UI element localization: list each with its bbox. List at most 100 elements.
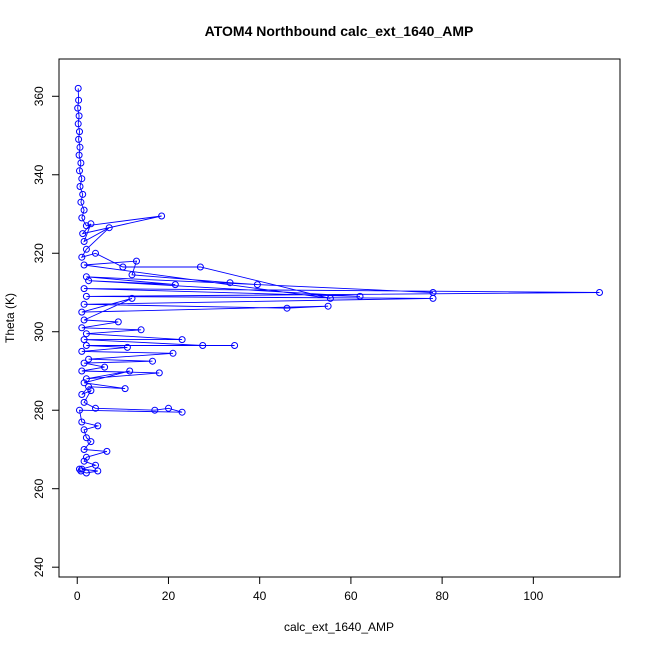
data-point-7	[76, 143, 84, 151]
data-point-77	[165, 404, 172, 412]
data-point-76	[151, 406, 159, 414]
data-point-65	[78, 367, 86, 375]
chart-title: ATOM4 Northbound calc_ext_1640_AMP	[205, 23, 474, 39]
data-point-55	[199, 342, 207, 349]
data-point-61	[85, 355, 93, 363]
data-point-66	[155, 369, 163, 377]
data-point-22	[105, 224, 113, 232]
data-point-21	[80, 238, 88, 245]
series	[74, 84, 603, 477]
data-point-23	[82, 245, 90, 253]
data-point-50	[78, 324, 86, 332]
data-point-79	[76, 406, 83, 414]
data-point-63	[80, 359, 88, 367]
y-axis: 240 260 280 300 320 340 360	[32, 86, 59, 577]
data-point-64	[101, 363, 109, 371]
data-point-1	[75, 96, 83, 104]
plot-frame	[58, 58, 621, 578]
data-point-69	[80, 379, 88, 387]
y-tick-label-6: 360	[32, 86, 46, 106]
y-tick-label-0: 240	[32, 557, 46, 577]
x-axis: 0 20 40 60 80 100	[74, 577, 544, 603]
data-point-32	[226, 279, 234, 287]
y-tick-label-3: 300	[32, 321, 46, 341]
data-point-89	[92, 461, 99, 469]
data-point-25	[92, 249, 99, 257]
data-point-82	[80, 426, 88, 434]
data-point-39	[80, 285, 88, 293]
data-point-12	[76, 183, 84, 190]
data-point-58	[123, 343, 131, 351]
data-point-86	[103, 447, 111, 455]
data-point-11	[78, 175, 86, 183]
data-point-44	[283, 304, 291, 312]
data-point-84	[87, 438, 95, 446]
data-point-16	[78, 214, 86, 222]
data-point-85	[80, 446, 88, 453]
data-point-27	[196, 263, 204, 271]
data-point-29	[80, 261, 88, 269]
data-point-45	[324, 302, 332, 310]
data-point-87	[82, 453, 90, 461]
data-point-80	[78, 418, 86, 426]
data-point-52	[82, 330, 90, 338]
data-point-4	[74, 120, 82, 128]
data-point-30	[133, 257, 140, 265]
data-point-54	[80, 336, 88, 344]
x-tick-label-5: 100	[523, 589, 543, 603]
data-point-8	[75, 151, 83, 159]
data-point-51	[137, 326, 145, 334]
data-point-62	[149, 357, 156, 365]
data-point-9	[77, 159, 85, 167]
series-line-0	[77, 88, 600, 474]
data-point-59	[78, 347, 86, 355]
data-point-81	[94, 422, 102, 430]
data-point-14	[77, 198, 85, 206]
x-tick-label-0: 0	[74, 589, 81, 603]
data-point-83	[82, 434, 90, 442]
data-point-43	[80, 300, 88, 308]
data-point-13	[79, 190, 87, 198]
data-point-17	[82, 222, 90, 230]
data-point-41	[82, 292, 90, 300]
data-point-33	[253, 281, 261, 289]
data-point-78	[178, 408, 186, 416]
data-point-46	[78, 308, 86, 316]
data-point-6	[75, 135, 83, 143]
data-point-20	[87, 220, 95, 228]
data-point-75	[92, 404, 99, 412]
x-axis-label: calc_ext_1640_AMP	[284, 620, 394, 634]
data-point-19	[79, 230, 87, 238]
y-tick-label-5: 340	[32, 164, 46, 184]
data-point-37	[85, 277, 93, 285]
y-tick-label-1: 260	[32, 478, 46, 498]
data-point-56	[231, 342, 239, 349]
data-point-24	[78, 253, 86, 261]
data-point-57	[82, 342, 90, 349]
x-tick-label-3: 60	[344, 589, 358, 603]
data-point-91	[94, 467, 102, 475]
x-tick-label-1: 20	[162, 589, 176, 603]
data-point-74	[80, 398, 88, 406]
data-point-67	[82, 375, 90, 383]
data-point-28	[326, 294, 334, 302]
data-point-5	[76, 128, 83, 136]
data-point-49	[114, 318, 122, 326]
data-point-88	[80, 457, 88, 465]
data-point-48	[80, 316, 88, 324]
data-point-26	[119, 263, 127, 271]
data-point-36	[171, 281, 179, 289]
data-point-73	[87, 387, 95, 395]
data-point-70	[121, 385, 129, 393]
data-point-3	[75, 112, 83, 120]
data-point-47	[128, 294, 136, 302]
data-point-0	[74, 84, 82, 92]
y-tick-label-4: 320	[32, 243, 46, 263]
data-point-2	[74, 104, 82, 112]
data-point-53	[178, 336, 186, 344]
data-point-68	[126, 367, 134, 375]
data-point-10	[76, 167, 83, 175]
x-tick-label-4: 80	[435, 589, 449, 603]
data-point-31	[128, 271, 136, 279]
